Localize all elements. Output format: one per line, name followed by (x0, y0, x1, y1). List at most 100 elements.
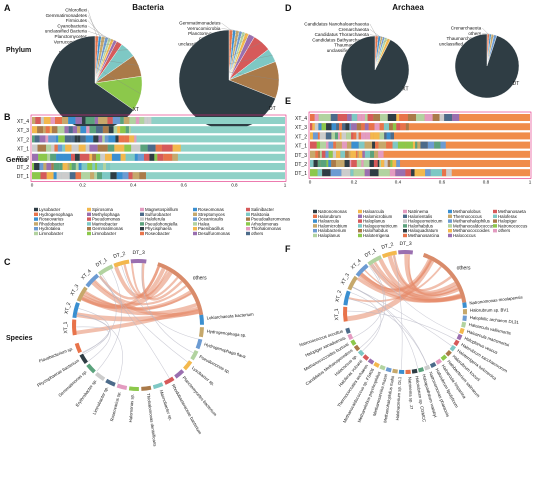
bar-segment (107, 144, 115, 152)
species-arc (86, 363, 96, 374)
legend-label: Haloquadratum (408, 228, 438, 233)
bar-segment (386, 132, 391, 140)
legend-label: Methanosarcina (408, 233, 440, 238)
legend-swatch (193, 222, 197, 226)
species-arc (198, 327, 204, 338)
bar-segment (373, 132, 380, 140)
species-label: Halorubrum sp. BV1 (470, 308, 509, 313)
bar-segment (67, 163, 70, 170)
bar-segment (320, 160, 327, 167)
bar-segment (328, 141, 334, 149)
bar-segment (424, 114, 433, 121)
bar-segment (355, 150, 358, 158)
bar-background (310, 132, 530, 140)
bar-tick-label: 0 (31, 182, 34, 187)
bar-segment (396, 114, 400, 121)
legend-label: Thiohalomonas (251, 226, 282, 231)
bar-segment (425, 169, 431, 177)
legend-label: Gemmatimonas (92, 226, 124, 231)
bar-segment (341, 141, 347, 149)
bar-segment (364, 169, 370, 177)
bar-segment (157, 153, 164, 161)
bar-segment (77, 135, 81, 143)
bar-category-label: XT_1 (17, 147, 29, 153)
bar-segment (351, 141, 359, 149)
bar-segment (331, 132, 335, 140)
bar-segment (86, 126, 90, 134)
bar-segment (310, 114, 315, 121)
bar-segment (361, 123, 365, 131)
legend-swatch (493, 229, 497, 233)
species-label: Lokiarchaeota bacterium (206, 312, 254, 321)
bar-segment (351, 114, 358, 121)
legend-swatch (448, 233, 452, 238)
bar-segment (342, 123, 346, 131)
chord (93, 279, 187, 306)
bar-segment (137, 153, 144, 161)
legend-label: Haloarcula (363, 209, 385, 214)
legend-swatch (313, 229, 317, 233)
species-arc (128, 386, 139, 391)
legend-swatch (140, 212, 144, 216)
bar-segment (310, 160, 314, 167)
bar-segment (71, 144, 79, 152)
chord (96, 268, 123, 372)
bar-segment (98, 117, 108, 124)
legend-label: Roseovarius (39, 217, 64, 222)
bar-segment (40, 172, 47, 180)
chord (348, 298, 428, 366)
chord (98, 276, 188, 363)
pie-leader (87, 20, 104, 37)
bar-segment (358, 141, 365, 149)
bar-segment (62, 144, 66, 152)
legend-swatch (87, 227, 91, 231)
bar-segment (89, 144, 98, 152)
bar-segment (147, 117, 152, 124)
chord (361, 260, 433, 291)
bar-segment (49, 126, 52, 134)
bar-segment (97, 172, 103, 180)
legend-swatch (403, 229, 407, 233)
chord (393, 254, 403, 370)
bar-segment (69, 163, 72, 170)
bar-segment (51, 163, 54, 170)
species-arc (94, 372, 106, 382)
group-arc (72, 302, 80, 319)
bar-segment (96, 126, 103, 134)
chord (121, 265, 199, 340)
bar-segment (43, 163, 47, 170)
group-arc (343, 306, 348, 322)
pie-title: XT (133, 107, 139, 113)
legend-label: Haloplanus (363, 219, 386, 224)
pie-label: Crenarchaeota (451, 26, 482, 31)
bar-segment (50, 117, 55, 124)
bar-category-label: XT_2 (295, 134, 307, 140)
legend-swatch (493, 224, 497, 228)
bar-segment (46, 172, 54, 180)
chord (83, 290, 192, 311)
bar-segment (37, 126, 44, 134)
bar-segment (319, 141, 327, 149)
bar-background (32, 135, 285, 143)
bar-segment (128, 172, 133, 180)
pie-leader (221, 70, 280, 81)
legend-label: Pseudoalteromonas (251, 217, 291, 222)
bar-segment (68, 126, 73, 134)
bar-segment (439, 114, 445, 121)
legend-label: Phycisphaera (145, 226, 172, 231)
bar-segment (132, 172, 140, 180)
legend-label: Haloterrigena (363, 233, 390, 238)
bar-segment (440, 141, 446, 149)
row-label-phylum: Phylum (6, 47, 31, 54)
legend-label: Haloferula (145, 217, 166, 222)
group-arc (347, 275, 358, 291)
bar-segment (379, 123, 384, 131)
species-label: Natrinema sp. J7 (407, 377, 414, 410)
species-label: Erythrobacter sp. (75, 378, 98, 407)
bar-segment (344, 160, 350, 167)
bar-segment (46, 163, 52, 170)
bar-segment (364, 114, 368, 121)
bar-segment (108, 126, 114, 134)
